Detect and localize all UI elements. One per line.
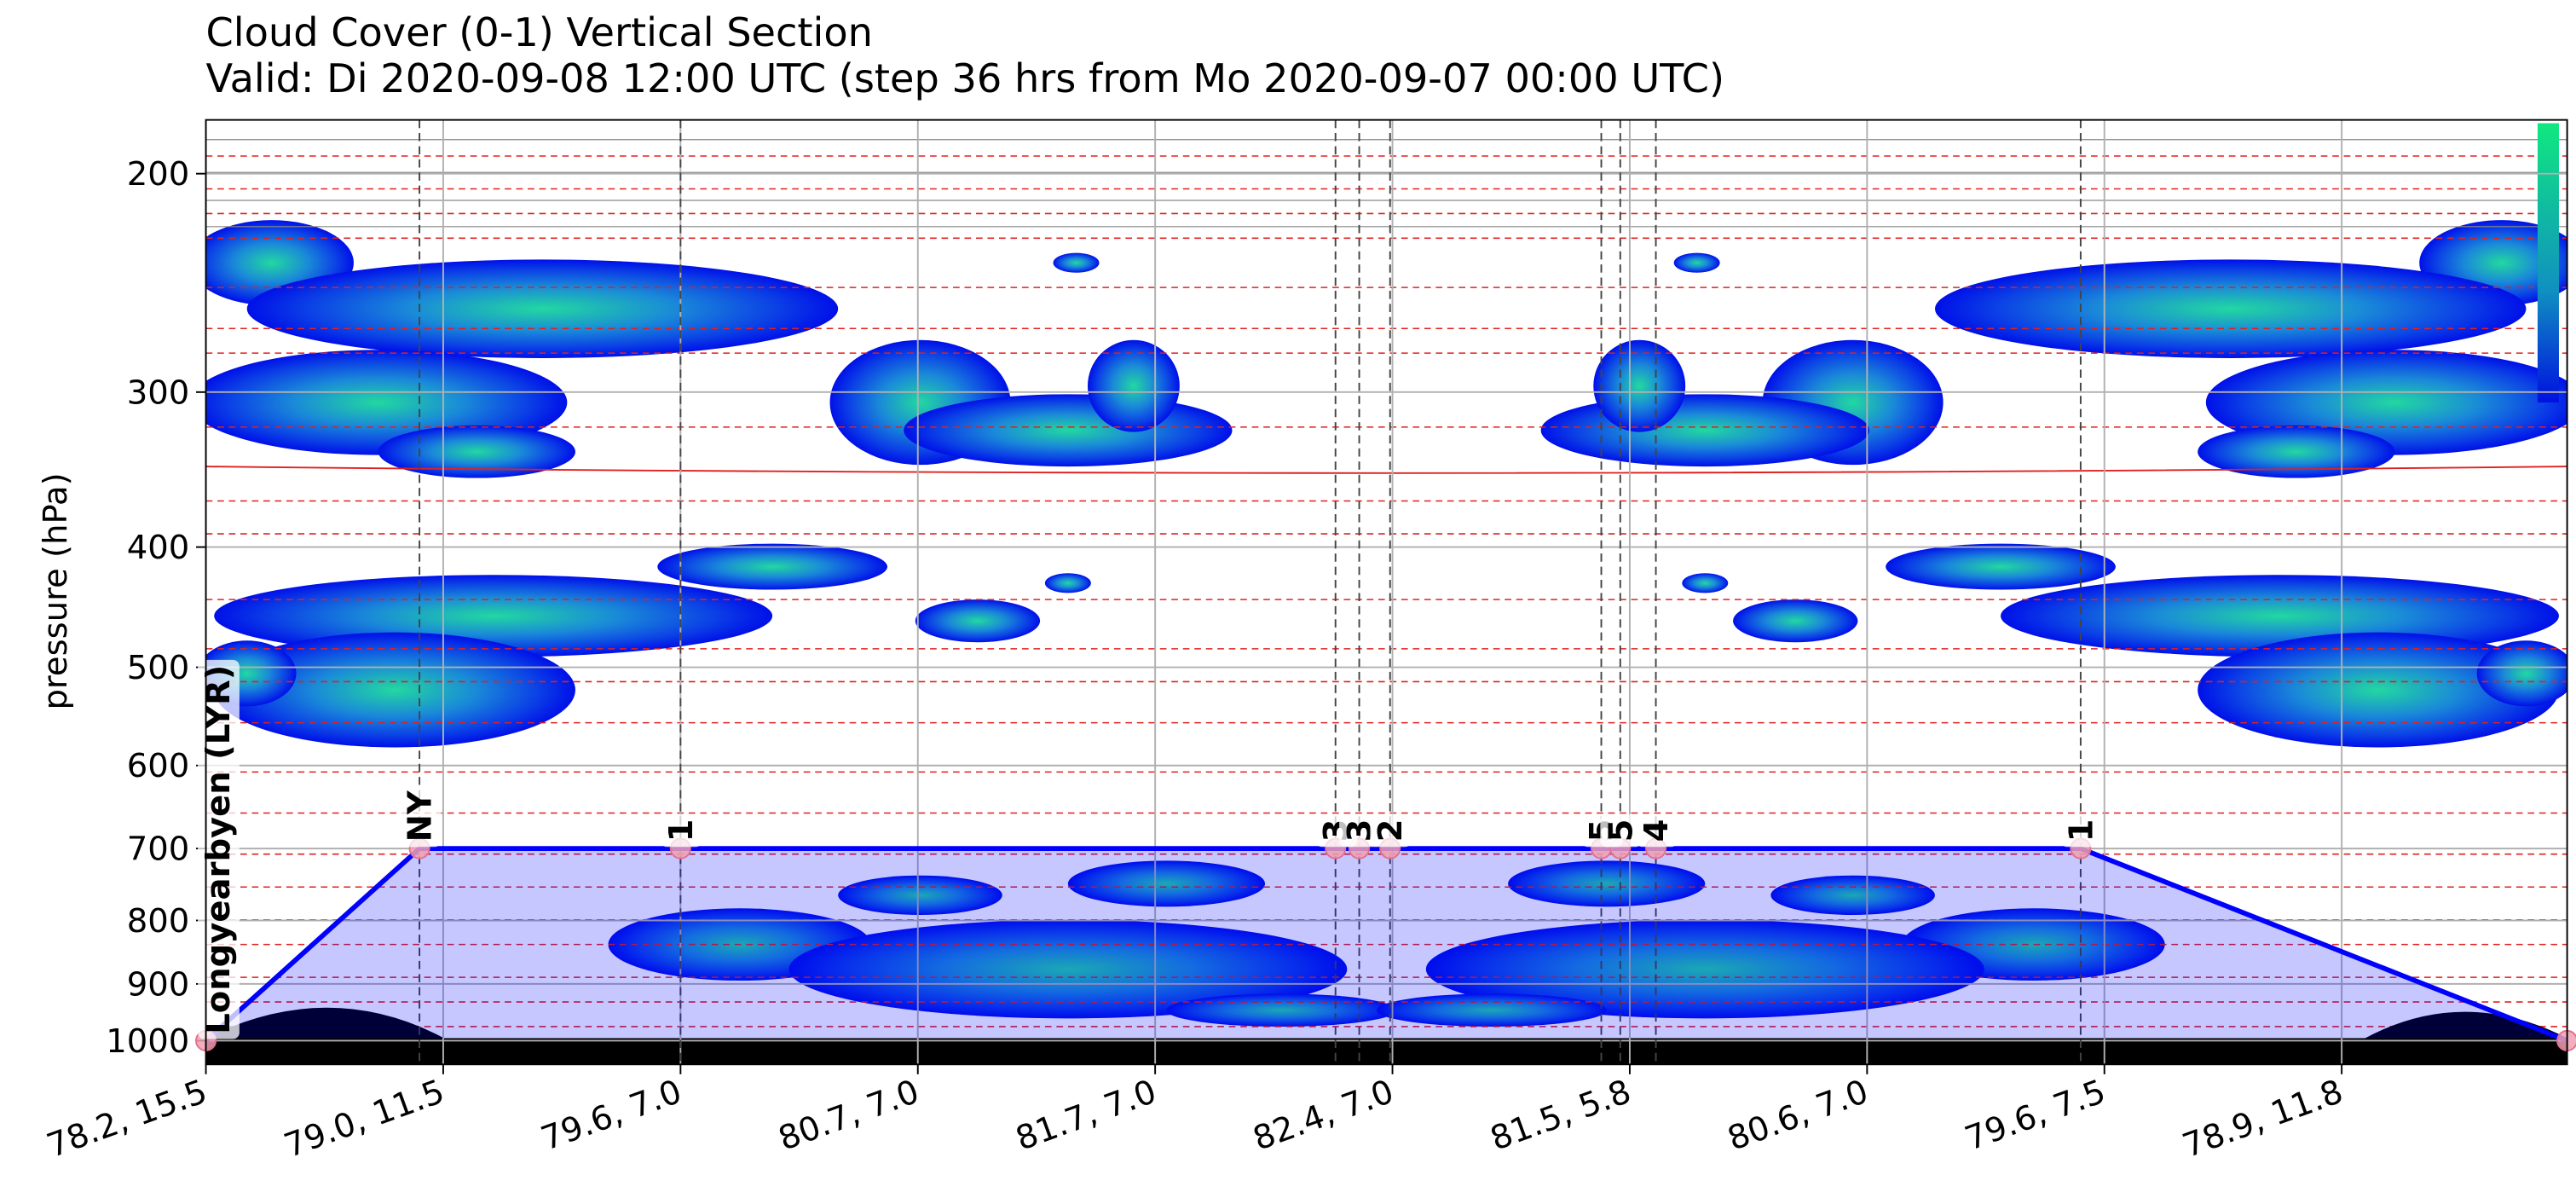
plot-frame bbox=[205, 119, 2568, 1066]
waypoint-label-bg bbox=[1370, 813, 1412, 848]
waypoint-label: 1 bbox=[662, 819, 701, 842]
waypoint-label: 2 bbox=[1372, 819, 1410, 842]
waypoint-label: 4 bbox=[1637, 819, 1676, 842]
x-tick-label: 80.7, 7.0 bbox=[773, 1073, 924, 1159]
waypoint-label: 5 bbox=[1602, 819, 1640, 842]
x-tick-label: 79.0, 11.5 bbox=[280, 1073, 450, 1166]
x-tick-label: 81.7, 7.0 bbox=[1011, 1073, 1162, 1159]
y-tick-label: 800 bbox=[127, 902, 190, 941]
cloud-field bbox=[205, 139, 2567, 1065]
waypoint-label-bg bbox=[660, 813, 702, 848]
x-tick-label: 79.6, 7.0 bbox=[536, 1073, 687, 1159]
chart-title: Cloud Cover (0-1) Vertical Section bbox=[206, 9, 873, 55]
y-axis-label: pressure (hPa) bbox=[37, 472, 75, 709]
y-tick-label: 200 bbox=[127, 155, 190, 194]
x-tick-label: 81.5, 5.8 bbox=[1486, 1073, 1637, 1159]
x-tick-label: 78.2, 15.5 bbox=[42, 1073, 212, 1166]
waypoint-label-bg bbox=[1600, 813, 1643, 848]
y-tick-label: 1000 bbox=[106, 1022, 189, 1061]
y-tick-label: 500 bbox=[127, 649, 190, 687]
y-tick-label: 900 bbox=[127, 965, 190, 1004]
waypoint-label-bg bbox=[1636, 813, 1678, 848]
y-tick-label: 400 bbox=[127, 529, 190, 567]
waypoint-label: NY bbox=[401, 790, 440, 842]
y-tick-label: 700 bbox=[127, 831, 190, 869]
chart-subtitle: Valid: Di 2020-09-08 12:00 UTC (step 36 … bbox=[206, 55, 1724, 101]
y-tick-label: 300 bbox=[127, 373, 190, 412]
waypoint-label: 1 bbox=[2062, 819, 2100, 842]
x-tick-label: 80.6, 7.0 bbox=[1723, 1073, 1874, 1159]
route-fill bbox=[205, 848, 2567, 1041]
y-tick-label: 600 bbox=[127, 747, 190, 785]
waypoint-label-bg bbox=[198, 659, 240, 1039]
waypoint-label-bg bbox=[2060, 813, 2103, 848]
x-tick-label: 82.4, 7.0 bbox=[1248, 1073, 1399, 1159]
colorbar bbox=[2537, 123, 2559, 402]
x-tick-label: 79.6, 7.5 bbox=[1960, 1073, 2111, 1159]
waypoint-label-bg bbox=[399, 784, 442, 848]
x-tick-label: 78.9, 11.8 bbox=[2178, 1073, 2348, 1166]
